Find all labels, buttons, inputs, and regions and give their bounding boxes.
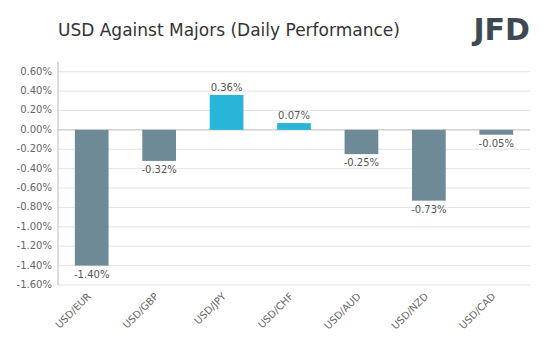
bar bbox=[75, 130, 109, 266]
y-tick-label: 0.60% bbox=[20, 66, 52, 77]
x-tick-label: USD/JPY bbox=[192, 290, 228, 326]
y-tick-label: -1.40% bbox=[17, 260, 52, 271]
y-tick-label: 0.20% bbox=[20, 104, 52, 115]
bar bbox=[210, 95, 244, 130]
y-tick-label: 0.40% bbox=[20, 85, 52, 96]
x-tick-label: USD/AUD bbox=[322, 290, 363, 331]
y-tick-label: -1.00% bbox=[17, 221, 52, 232]
chart: USD Against Majors (Daily Performance) JF… bbox=[0, 0, 543, 351]
bar bbox=[345, 130, 379, 154]
grid-line bbox=[58, 226, 530, 227]
y-axis-line bbox=[58, 62, 59, 285]
data-label: -1.40% bbox=[74, 269, 109, 280]
grid-line bbox=[58, 246, 530, 247]
bar bbox=[479, 130, 513, 135]
y-tick-label: -1.20% bbox=[17, 240, 52, 251]
y-tick-label: -0.40% bbox=[17, 163, 52, 174]
y-tick-label: -0.80% bbox=[17, 201, 52, 212]
x-tick-label: USD/NZD bbox=[389, 290, 430, 331]
grid-line bbox=[58, 188, 530, 189]
data-label: 0.07% bbox=[278, 110, 310, 121]
data-label: -0.25% bbox=[344, 157, 379, 168]
title: USD Against Majors (Daily Performance) bbox=[58, 20, 400, 40]
data-label: 0.36% bbox=[211, 82, 243, 93]
data-label: -0.73% bbox=[411, 204, 446, 215]
y-tick-label: -1.60% bbox=[17, 279, 52, 290]
grid-line bbox=[58, 285, 530, 286]
grid-line bbox=[58, 91, 530, 92]
data-label: -0.32% bbox=[141, 164, 176, 175]
grid-line bbox=[58, 168, 530, 169]
grid-line bbox=[58, 71, 530, 72]
bar bbox=[142, 130, 176, 161]
y-tick-label: -0.20% bbox=[17, 143, 52, 154]
x-tick-label: USD/GBP bbox=[121, 291, 161, 331]
x-tick-label: USD/CAD bbox=[457, 290, 498, 331]
y-tick-label: 0.00% bbox=[20, 124, 52, 135]
y-tick-label: -0.60% bbox=[17, 182, 52, 193]
bars bbox=[75, 95, 513, 266]
x-tick-label: USD/CHF bbox=[256, 290, 296, 330]
logo: JFD bbox=[471, 12, 530, 47]
grid-line bbox=[58, 265, 530, 266]
bar bbox=[412, 130, 446, 201]
grid bbox=[58, 72, 530, 285]
grid-line bbox=[58, 149, 530, 150]
data-label: -0.05% bbox=[479, 138, 514, 149]
x-tick-label: USD/EUR bbox=[53, 291, 93, 331]
grid-line bbox=[58, 207, 530, 208]
bar bbox=[277, 123, 311, 130]
